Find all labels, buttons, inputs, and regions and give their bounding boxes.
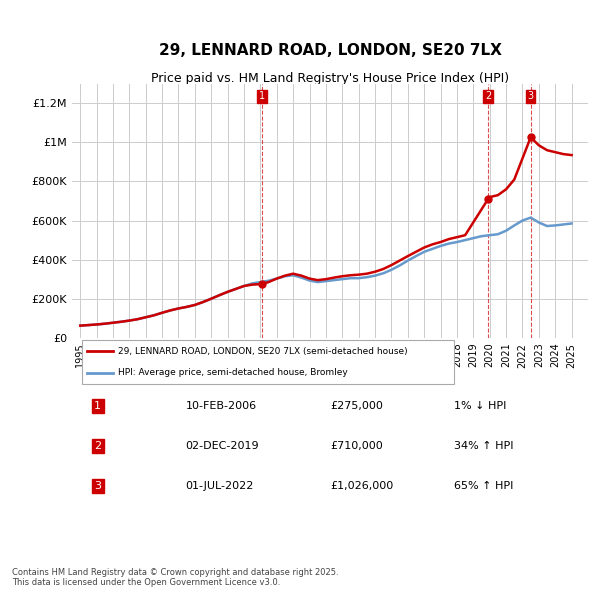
FancyBboxPatch shape xyxy=(82,340,454,384)
Text: £710,000: £710,000 xyxy=(330,441,383,451)
Text: £275,000: £275,000 xyxy=(330,401,383,411)
Text: 65% ↑ HPI: 65% ↑ HPI xyxy=(454,481,513,491)
Text: 29, LENNARD ROAD, LONDON, SE20 7LX: 29, LENNARD ROAD, LONDON, SE20 7LX xyxy=(158,42,502,58)
Text: 10-FEB-2006: 10-FEB-2006 xyxy=(185,401,257,411)
Text: 2: 2 xyxy=(94,441,101,451)
Text: 2: 2 xyxy=(485,91,491,101)
Text: 02-DEC-2019: 02-DEC-2019 xyxy=(185,441,259,451)
Text: Price paid vs. HM Land Registry's House Price Index (HPI): Price paid vs. HM Land Registry's House … xyxy=(151,72,509,85)
Text: 1% ↓ HPI: 1% ↓ HPI xyxy=(454,401,506,411)
Text: 01-JUL-2022: 01-JUL-2022 xyxy=(185,481,254,491)
Text: Contains HM Land Registry data © Crown copyright and database right 2025.
This d: Contains HM Land Registry data © Crown c… xyxy=(12,568,338,587)
Text: 3: 3 xyxy=(94,481,101,491)
Text: 3: 3 xyxy=(527,91,534,101)
Text: £1,026,000: £1,026,000 xyxy=(330,481,393,491)
Text: 1: 1 xyxy=(94,401,101,411)
Text: 34% ↑ HPI: 34% ↑ HPI xyxy=(454,441,514,451)
Text: 1: 1 xyxy=(259,91,265,101)
Text: 29, LENNARD ROAD, LONDON, SE20 7LX (semi-detached house): 29, LENNARD ROAD, LONDON, SE20 7LX (semi… xyxy=(118,347,408,356)
Text: HPI: Average price, semi-detached house, Bromley: HPI: Average price, semi-detached house,… xyxy=(118,368,348,377)
